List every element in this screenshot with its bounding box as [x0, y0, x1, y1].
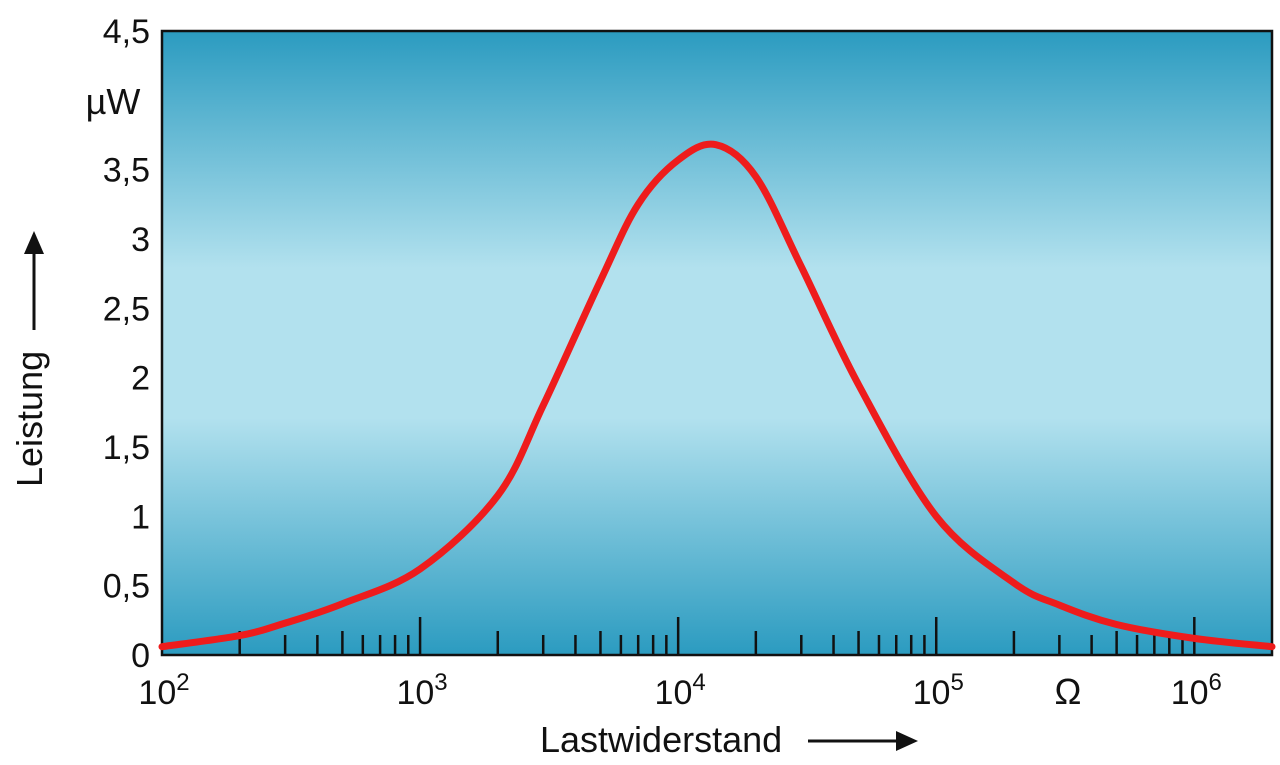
y-tick-label: 3: [131, 221, 150, 259]
y-tick-label: 0,5: [103, 568, 150, 606]
plot-area: [160, 29, 1274, 657]
y-tick-label: 1: [131, 498, 150, 536]
y-tick-label: 2,5: [103, 290, 150, 328]
x-tick-label: 103: [396, 669, 447, 712]
y-tick-label: 3,5: [103, 152, 150, 190]
x-tick-label: 104: [655, 669, 706, 712]
x-axis-title: Lastwiderstand: [540, 719, 782, 760]
y-axis-arrow-icon: [24, 231, 44, 330]
y-tick-label: 1,5: [103, 429, 150, 467]
x-tick-label: 102: [138, 669, 189, 712]
y-tick-label: 0: [131, 637, 150, 675]
y-axis-unit: µW: [86, 81, 141, 122]
y-tick-label: 2: [131, 360, 150, 398]
y-tick-label: 4,5: [103, 13, 150, 51]
y-axis-tick-labels: 0 0,5 1 1,5 2 2,5 3 3,5 4,5: [103, 13, 150, 675]
y-axis-title: Leistung: [9, 351, 50, 487]
x-axis-unit: Ω: [1055, 671, 1082, 712]
power-curve: [158, 140, 1276, 651]
x-axis-ticks: [238, 617, 1196, 655]
x-tick-label: 106: [1171, 669, 1222, 712]
x-tick-label: 105: [913, 669, 964, 712]
x-axis-arrow-icon: [808, 731, 918, 751]
